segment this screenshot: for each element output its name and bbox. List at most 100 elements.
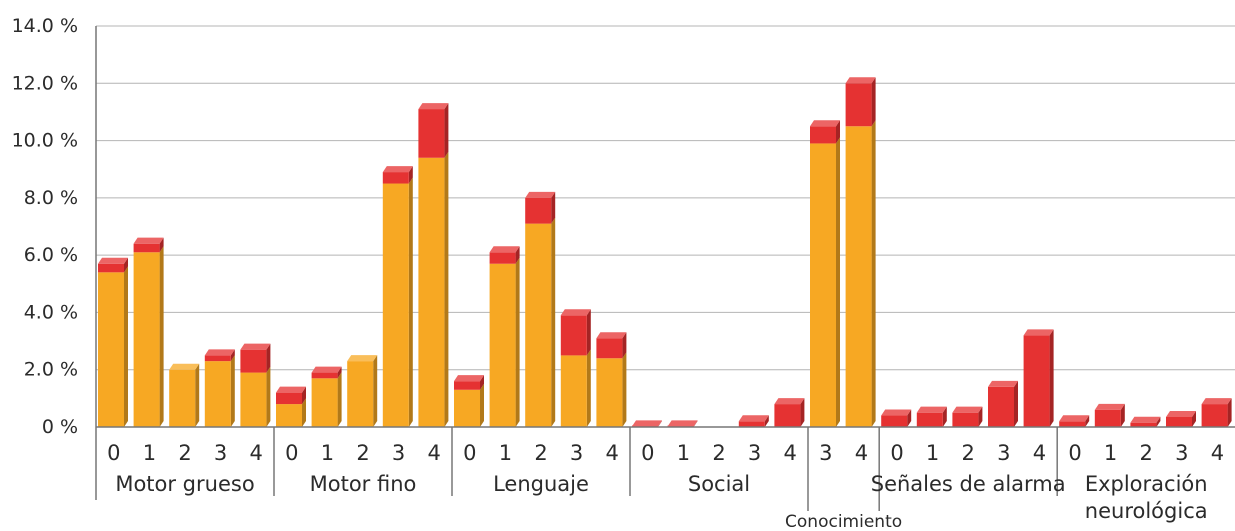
bar-lower <box>276 404 302 427</box>
x-tick-label: 3 <box>570 441 583 465</box>
bar-lower <box>240 372 267 427</box>
bar-side-upper <box>942 406 947 427</box>
bar-upper <box>560 315 587 356</box>
bar-side-upper <box>408 166 413 184</box>
bar-side-upper <box>124 257 128 273</box>
group-label: Lenguaje <box>493 472 589 496</box>
bar-side-upper <box>1192 410 1196 427</box>
group-label: Motor fino <box>310 472 417 496</box>
bar-lower <box>845 126 872 427</box>
bar-side-upper <box>1014 380 1018 427</box>
bar-top-upper <box>1130 416 1161 423</box>
bar-upper <box>881 415 908 427</box>
bar-upper <box>1059 421 1086 427</box>
bar-top-upper <box>276 386 306 393</box>
x-tick-label: 0 <box>1068 441 1081 465</box>
bar-lower <box>489 263 516 427</box>
x-tick-label: 2 <box>1140 441 1153 465</box>
bar-upper <box>1201 404 1228 427</box>
bar-top-upper <box>489 246 520 253</box>
bar-top-upper <box>98 257 128 264</box>
bar-side-upper <box>1227 398 1232 427</box>
x-tick-label: 2 <box>712 441 725 465</box>
x-tick-label: 3 <box>819 441 832 465</box>
y-tick-label: 2.0 % <box>24 359 78 381</box>
bar-lower <box>133 252 160 427</box>
bar-side-upper <box>836 120 840 144</box>
bar-top-upper <box>382 166 413 173</box>
bar-top-upper <box>240 343 271 350</box>
bar-side-upper <box>622 332 627 359</box>
x-tick-label: 3 <box>392 441 405 465</box>
bar-upper <box>276 392 302 405</box>
bars-layer <box>98 77 1232 427</box>
bar-lower <box>169 369 196 427</box>
grid-layer <box>96 25 1235 428</box>
bar-upper <box>845 83 872 127</box>
bar-top-upper <box>881 409 912 416</box>
bar-top-upper <box>560 309 591 316</box>
bar-side-upper <box>230 349 235 362</box>
y-tick-label: 14.0 % <box>12 15 78 37</box>
bar-lower <box>810 143 836 427</box>
bar-top-upper <box>1166 410 1196 417</box>
group-label: Señales de alarma <box>871 472 1066 496</box>
x-tick-label: 0 <box>890 441 903 465</box>
bar-side-lower <box>266 366 271 427</box>
bar-top-upper <box>1023 329 1054 336</box>
bar-upper <box>382 172 409 184</box>
x-tick-label: 4 <box>1211 441 1224 465</box>
y-tick-label: 4.0 % <box>24 301 78 323</box>
bar-side-lower <box>337 372 342 427</box>
bar-lower <box>418 157 445 427</box>
bar-lower <box>311 378 338 427</box>
group-label: Exploración <box>1085 472 1208 496</box>
bar-upper <box>1094 409 1121 427</box>
bar-upper <box>204 355 231 362</box>
bar-side-upper <box>800 398 805 427</box>
bar-side-lower <box>836 137 840 427</box>
x-tick-label: 4 <box>428 441 441 465</box>
x-tick-label: 4 <box>1033 441 1046 465</box>
bar-upper <box>311 372 338 379</box>
bar-side-lower <box>515 257 520 427</box>
bar-side-upper <box>978 406 983 427</box>
x-tick-label: 4 <box>606 441 619 465</box>
bar-top-upper <box>454 375 484 382</box>
group-label: Motor grueso <box>115 472 254 496</box>
y-tick-label: 0 % <box>42 416 78 438</box>
bar-side-lower <box>622 352 627 427</box>
bar-upper <box>596 338 623 359</box>
bar-upper <box>810 126 836 144</box>
bar-top-upper <box>525 191 556 198</box>
bar-side-upper <box>1120 403 1125 427</box>
bar-side-lower <box>586 349 591 427</box>
bar-lower <box>382 183 409 427</box>
bar-lower <box>98 272 124 427</box>
x-tick-label: 1 <box>677 441 690 465</box>
x-tick-label: 1 <box>321 441 334 465</box>
bar-top-upper <box>418 103 449 110</box>
x-tick-label: 4 <box>250 441 263 465</box>
bar-side-upper <box>337 366 342 379</box>
y-tick-label: 6.0 % <box>24 244 78 266</box>
bar-top-upper <box>952 406 983 413</box>
bar-lower <box>596 358 623 427</box>
bar-top-upper <box>988 380 1018 387</box>
bar-side-lower <box>373 355 378 427</box>
bar-side-lower <box>159 246 164 427</box>
bar-upper <box>489 252 516 264</box>
x-tick-label: 1 <box>926 441 939 465</box>
bar-top-upper <box>810 120 840 127</box>
bar-upper <box>738 421 765 427</box>
bar-side-upper <box>871 77 876 127</box>
x-tick-label: 3 <box>214 441 227 465</box>
bar-side-upper <box>551 191 556 224</box>
bar-side-upper <box>907 409 912 427</box>
bar-lower <box>204 361 231 427</box>
bar-side-lower <box>551 217 556 427</box>
label-layer: 0 % 2.0 % 4.0 % 6.0 % 8.0 % 10.0 % 12.0 % 14.0 … <box>12 15 1224 531</box>
bar-top-upper <box>667 420 698 427</box>
bar-top-upper <box>845 77 876 84</box>
